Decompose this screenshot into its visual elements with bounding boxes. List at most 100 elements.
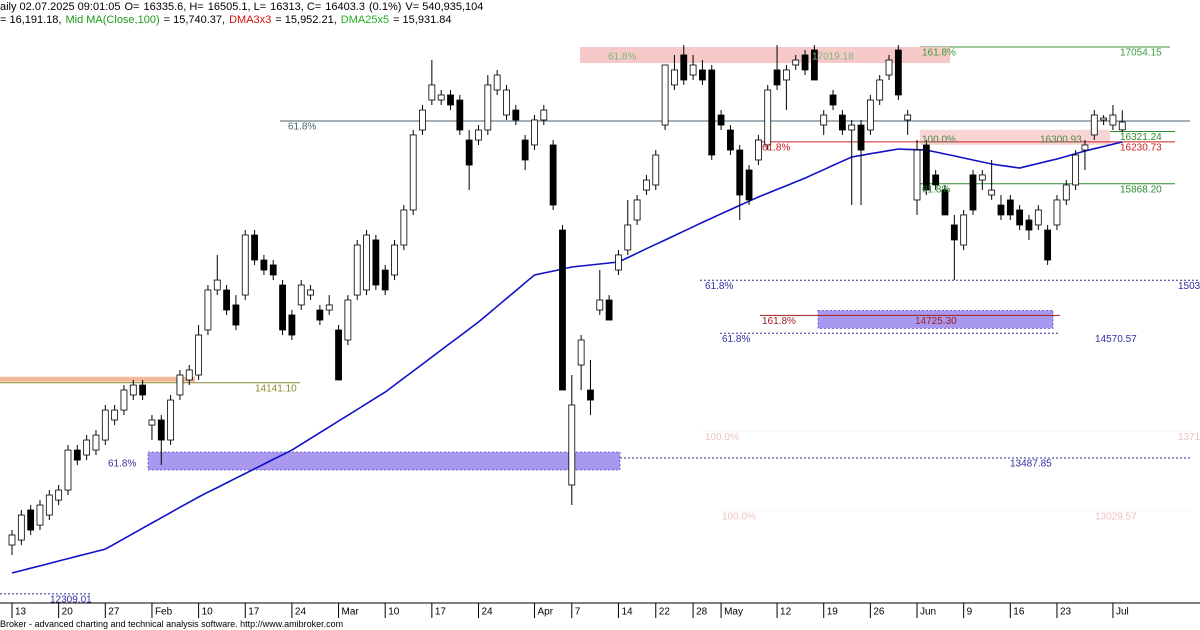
- candle-body: [204, 289, 212, 331]
- candle-body: [708, 69, 716, 156]
- candle-body: [251, 234, 258, 261]
- candle-body: [699, 69, 706, 81]
- level-label: 14725.30: [915, 316, 957, 327]
- fib-zone: [580, 47, 950, 64]
- fib-ratio: 100.0%: [722, 511, 756, 522]
- candle-body: [381, 269, 389, 291]
- candle-body: [885, 59, 893, 76]
- candle-body: [344, 299, 352, 341]
- candle-body: [223, 289, 230, 311]
- candle-body: [400, 209, 408, 246]
- x-tick-label: 9: [967, 607, 973, 618]
- candle-body: [335, 329, 342, 381]
- candle-body: [633, 199, 641, 221]
- x-tick-label: Jun: [920, 607, 936, 618]
- x-tick-label: 14: [621, 607, 633, 618]
- candle-body: [232, 304, 240, 326]
- candle-body: [960, 214, 968, 246]
- candle-body: [531, 119, 538, 146]
- candle-body: [643, 179, 650, 191]
- candle-body: [568, 404, 576, 486]
- candle-body: [484, 84, 492, 131]
- candle-body: [325, 304, 333, 311]
- candle-body: [391, 244, 398, 276]
- x-tick-label: 10: [202, 607, 214, 618]
- candle-body: [717, 114, 725, 126]
- candle-body: [866, 99, 874, 131]
- candle-body: [950, 224, 958, 241]
- candle-body: [782, 69, 790, 81]
- candle-body: [829, 94, 837, 106]
- candle-body: [605, 299, 613, 321]
- candle-body: [671, 69, 678, 86]
- candle-body: [503, 89, 510, 116]
- candle-body: [596, 299, 604, 311]
- candle-body: [587, 389, 594, 401]
- x-tick-label: 24: [482, 607, 494, 618]
- candle-body: [652, 154, 660, 186]
- candle-body: [1034, 209, 1042, 226]
- candle-body: [213, 279, 221, 291]
- level-label: 1503: [1178, 281, 1200, 292]
- candle-body: [577, 339, 585, 366]
- candle-body: [876, 79, 884, 101]
- level-label: 16230.73: [1120, 143, 1162, 154]
- ohlc-value: 16403.3: [325, 1, 365, 13]
- x-tick-label: Feb: [155, 607, 173, 618]
- candle-body: [447, 94, 454, 106]
- candle-body: [922, 144, 930, 191]
- candle-body: [736, 149, 744, 196]
- x-tick-label: Mar: [342, 607, 360, 618]
- candle-body: [307, 289, 314, 296]
- x-tick-label: 22: [659, 607, 671, 618]
- x-tick-label: 10: [388, 607, 400, 618]
- candle-body: [101, 409, 109, 441]
- fib-zone: [920, 129, 1110, 145]
- x-tick-label: Jul: [1116, 607, 1129, 618]
- candle-body: [624, 224, 632, 251]
- fib-ratio: 61.8%: [705, 281, 733, 292]
- candle-body: [363, 234, 370, 291]
- candle-body: [167, 399, 175, 441]
- candle-body: [353, 244, 361, 296]
- candle-body: [111, 409, 119, 421]
- legend-text: DMA25x5: [340, 14, 390, 26]
- level-label: 16321.24: [1120, 132, 1162, 143]
- x-tick-label: 17: [435, 607, 447, 618]
- candle-body: [680, 54, 688, 81]
- legend-text: = 16,191.18,: [0, 14, 62, 26]
- legend-text: = 15,931.84: [393, 14, 452, 26]
- candle-body: [269, 264, 277, 276]
- candle-body: [848, 124, 856, 131]
- level-label: 14141.10: [255, 383, 297, 394]
- fib-ratio: 161.8%: [762, 316, 796, 327]
- legend-text: = 15,740.37,: [163, 14, 226, 26]
- candle-body: [1100, 117, 1108, 121]
- fib-ratio: 61.8%: [762, 143, 790, 154]
- candle-body: [120, 389, 128, 411]
- x-tick-label: 13: [15, 607, 27, 618]
- candle-body: [755, 139, 762, 161]
- level-label: 1371: [1178, 432, 1200, 443]
- candle-body: [810, 49, 818, 81]
- x-tick-label: 7: [575, 607, 581, 618]
- level-label: 17019.18: [812, 52, 854, 63]
- level-label: 13029.57: [1095, 511, 1137, 522]
- fib-ratio: 161.8%: [922, 48, 956, 59]
- candle-body: [92, 434, 100, 451]
- fib-ratio: 61.8%: [608, 52, 636, 63]
- candle-body: [1053, 199, 1061, 226]
- x-tick-label: 28: [696, 607, 708, 618]
- candle-body: [820, 114, 828, 126]
- x-tick-label: 20: [62, 607, 74, 618]
- level-label: 16300.93: [1040, 134, 1082, 145]
- legend-text: DMA3x3: [229, 14, 272, 26]
- header-line: aily 02.07.2025 09:01:05 O= 16335.6, H= 165…: [0, 1, 483, 14]
- candle-body: [521, 139, 529, 161]
- ohlc-value: 16505.1: [207, 1, 248, 13]
- candle-body: [838, 114, 846, 131]
- legend-text: Mid MA(Close,100): [65, 14, 160, 26]
- ohlc-label: , H=: [183, 1, 204, 13]
